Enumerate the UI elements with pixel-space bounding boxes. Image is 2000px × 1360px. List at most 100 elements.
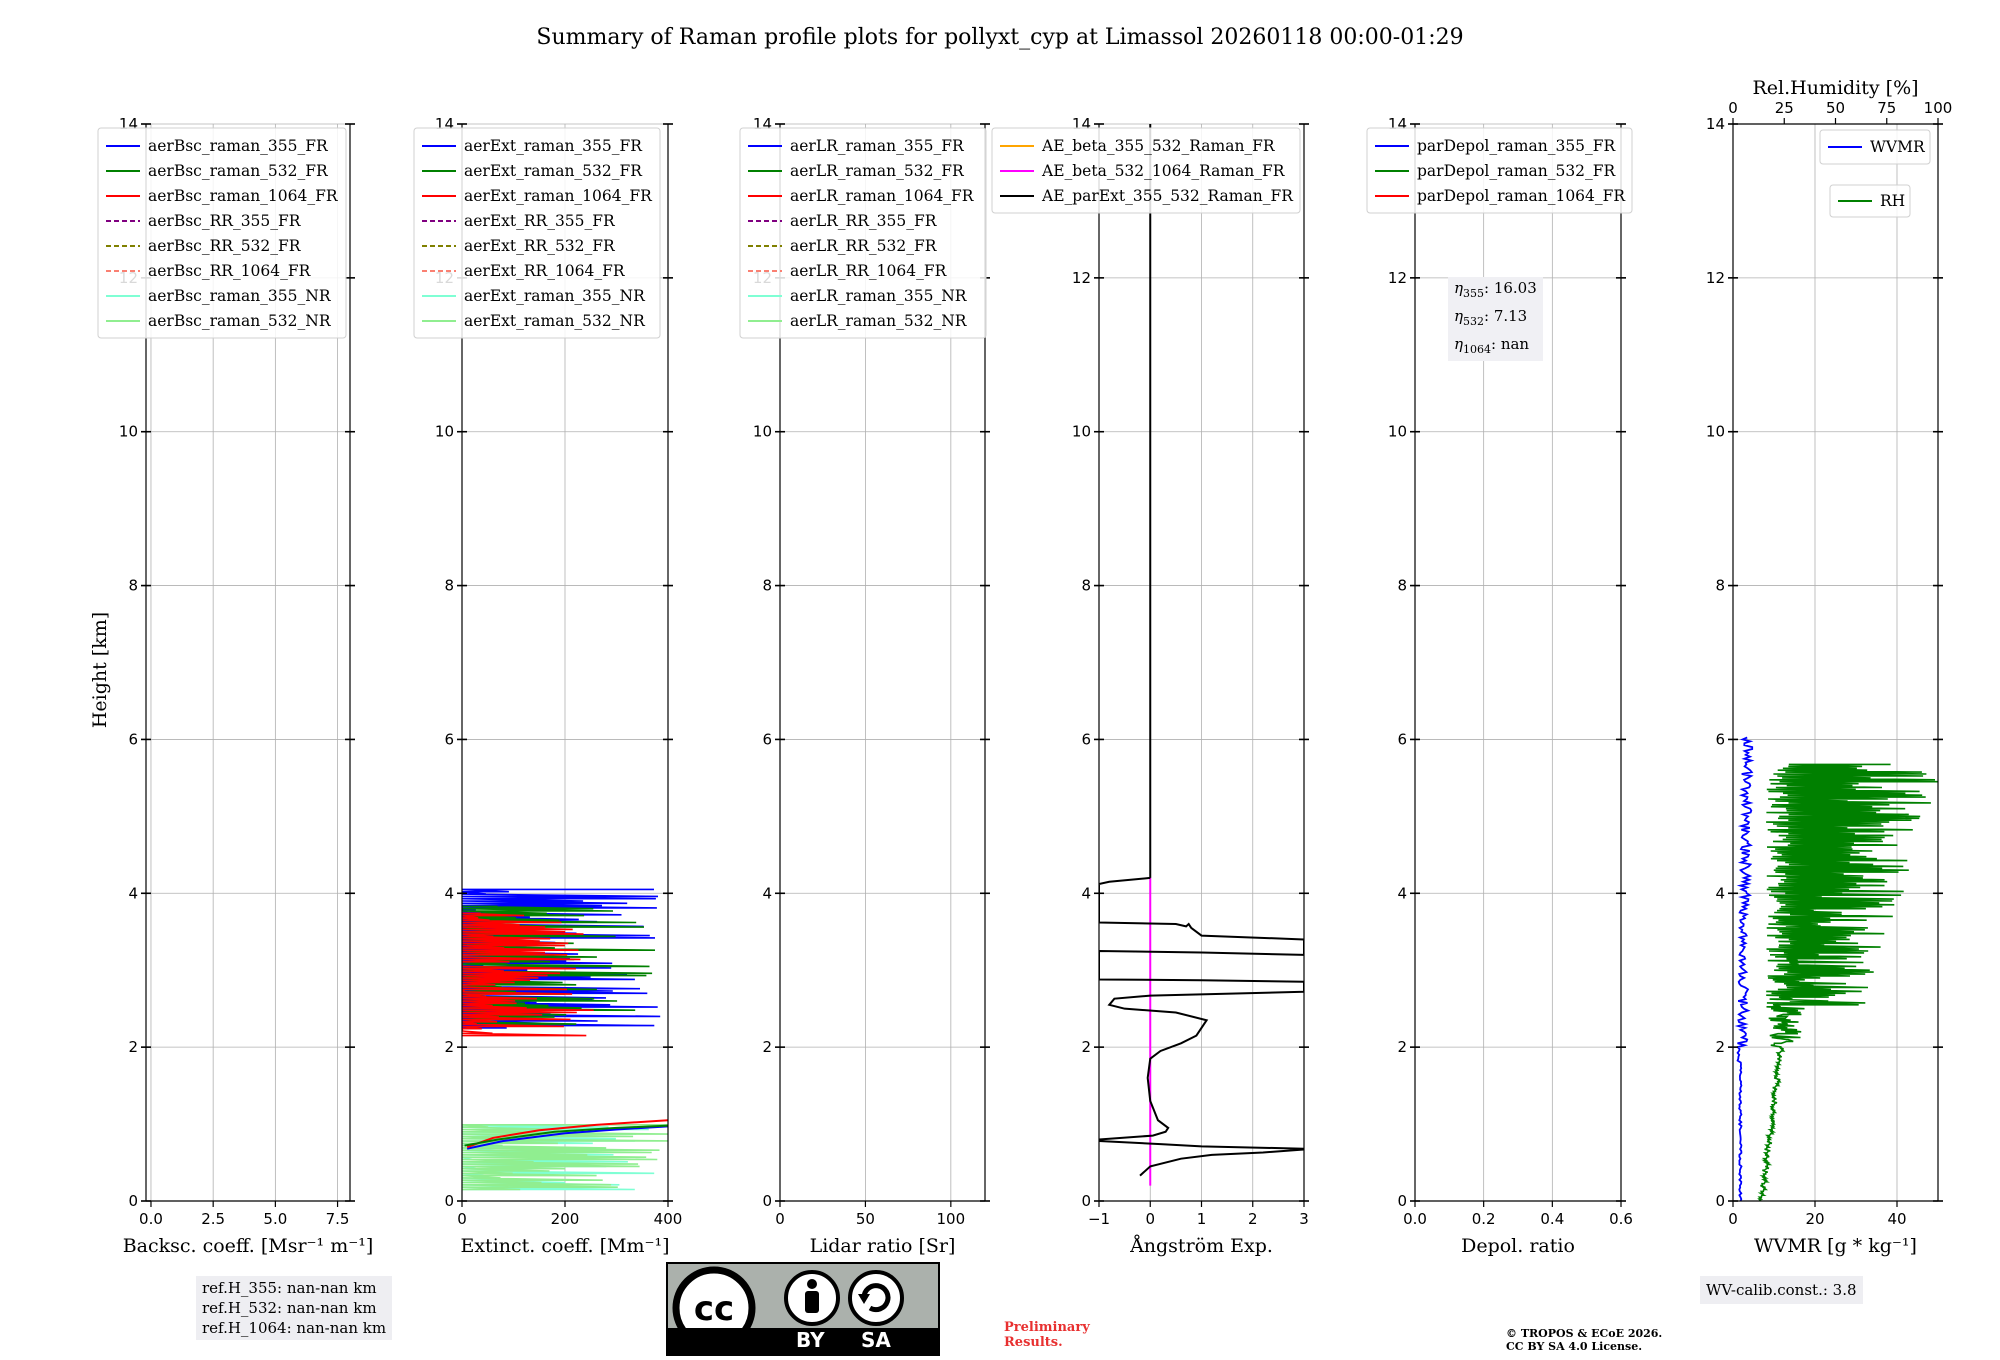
- y-tick-label: 4: [128, 884, 138, 902]
- legend-label: aerBsc_raman_1064_FR: [148, 187, 339, 205]
- y-tick-label: 4: [1397, 884, 1407, 902]
- panel-ext: 024681012140200400Extinct. coeff. [Mm⁻¹]…: [413, 115, 683, 1257]
- y-tick-label: 6: [128, 730, 138, 748]
- x-tick-label: 2: [1248, 1210, 1258, 1228]
- x-tick-label: 0.2: [1472, 1210, 1496, 1228]
- legend-label: aerLR_raman_355_FR: [790, 137, 965, 155]
- top-x-tick-label: 75: [1877, 99, 1896, 117]
- cc-logo-icon: cc: [672, 1266, 904, 1328]
- legend-label: aerBsc_RR_532_FR: [148, 237, 302, 255]
- y-tick-label: 6: [1715, 730, 1725, 748]
- y-tick-label: 4: [444, 884, 454, 902]
- x-tick-label: 5.0: [263, 1210, 287, 1228]
- x-tick-label: 100: [937, 1210, 966, 1228]
- x-axis-label: Backsc. coeff. [Msr⁻¹ m⁻¹]: [123, 1235, 374, 1257]
- reference-height-box: ref.H_355: nan-nan km ref.H_532: nan-nan…: [196, 1276, 393, 1340]
- ref-height-532: ref.H_532: nan-nan km: [202, 1299, 377, 1317]
- x-tick-label: 0.6: [1609, 1210, 1633, 1228]
- legend-box: [739, 127, 987, 339]
- legend-label: aerLR_raman_532_NR: [790, 312, 968, 330]
- y-tick-label: 0: [762, 1192, 772, 1210]
- y-tick-label: 6: [1081, 730, 1091, 748]
- x-axis-label: Extinct. coeff. [Mm⁻¹]: [460, 1235, 669, 1257]
- x-tick-label: 0: [457, 1210, 467, 1228]
- cc-badge-bar: [668, 1328, 938, 1354]
- y-tick-label: 6: [762, 730, 772, 748]
- legend-label: aerBsc_raman_532_NR: [148, 312, 332, 330]
- ref-height-1064: ref.H_1064: nan-nan km: [202, 1319, 387, 1337]
- series-aerExt_raman_532_NR: [462, 1124, 668, 1191]
- y-tick-label: 0: [1397, 1192, 1407, 1210]
- x-tick-label: 3: [1299, 1210, 1309, 1228]
- y-tick-label: 12: [1388, 269, 1407, 287]
- y-tick-label: 8: [762, 577, 772, 595]
- x-tick-label: 400: [654, 1210, 683, 1228]
- legend-label: aerLR_raman_532_FR: [790, 162, 965, 180]
- legend: aerBsc_raman_355_FR aerBsc_raman_532_FRae…: [97, 127, 347, 339]
- top-x-tick-label: 100: [1924, 99, 1953, 117]
- eta-1064: η1064: nan: [1454, 335, 1530, 356]
- cc-by-sa-badge: cc BY SA: [666, 1262, 940, 1356]
- y-tick-label: 2: [762, 1038, 772, 1056]
- figure-title: Summary of Raman profile plots for polly…: [536, 25, 1463, 50]
- y-tick-label: 8: [1715, 577, 1725, 595]
- legend-label: aerLR_RR_355_FR: [790, 212, 938, 230]
- y-tick-label: 2: [1397, 1038, 1407, 1056]
- y-tick-label: 10: [1072, 423, 1091, 441]
- x-tick-label: 0.4: [1540, 1210, 1564, 1228]
- legend-label: aerExt_raman_355_FR: [464, 137, 643, 155]
- legend-label: aerExt_RR_355_FR: [464, 212, 616, 230]
- y-tick-label: 10: [1706, 423, 1725, 441]
- legend-RH: RH: [1829, 184, 1911, 218]
- x-axis-label: Lidar ratio [Sr]: [810, 1235, 956, 1257]
- y-tick-label: 4: [762, 884, 772, 902]
- series-group: [1099, 124, 1304, 1186]
- legend-label: parDepol_raman_1064_FR: [1417, 187, 1626, 205]
- x-tick-label: 40: [1887, 1210, 1906, 1228]
- legend-label: aerExt_RR_1064_FR: [464, 262, 626, 280]
- legend: aerLR_raman_355_FR aerLR_raman_532_FR aerL…: [739, 127, 987, 339]
- x-tick-label: 50: [856, 1210, 875, 1228]
- eta-532: η532: 7.13: [1454, 307, 1528, 328]
- cc-by-label: BY: [796, 1328, 825, 1352]
- legend-label: AE_beta_532_1064_Raman_FR: [1041, 162, 1286, 180]
- x-tick-label: 2.5: [201, 1210, 225, 1228]
- legend-label: AE_beta_355_532_Raman_FR: [1041, 137, 1276, 155]
- svg-text:cc: cc: [694, 1289, 734, 1328]
- y-tick-label: 8: [128, 577, 138, 595]
- series-RH: [1757, 763, 1938, 1201]
- y-axis-label: Height [km]: [89, 612, 111, 728]
- y-tick-label: 10: [753, 423, 772, 441]
- legend-box: [97, 127, 347, 339]
- legend-label: aerExt_RR_532_FR: [464, 237, 616, 255]
- legend-label: aerExt_raman_355_NR: [464, 287, 646, 305]
- x-tick-label: 200: [551, 1210, 580, 1228]
- x-tick-label: 0.0: [139, 1210, 163, 1228]
- y-tick-label: 0: [1081, 1192, 1091, 1210]
- legend-label: parDepol_raman_355_FR: [1417, 137, 1617, 155]
- y-tick-label: 8: [444, 577, 454, 595]
- x-tick-label: 0: [1728, 1210, 1738, 1228]
- legend-label: parDepol_raman_532_FR: [1417, 162, 1617, 180]
- y-tick-label: 10: [435, 423, 454, 441]
- legend-label: aerBsc_raman_355_FR: [148, 137, 329, 155]
- series-aerExt_raman_532_FR_low: [464, 1124, 668, 1147]
- series-aerExt_raman_355_FR_low: [466, 1125, 668, 1150]
- y-tick-label: 10: [1388, 423, 1407, 441]
- y-tick-label: 2: [1715, 1038, 1725, 1056]
- panel-lr: 02468101214050100Lidar ratio [Sr]aerLR_r…: [739, 115, 990, 1257]
- legend-label: aerExt_raman_1064_FR: [464, 187, 653, 205]
- copyright-note: © TROPOS & ECoE 2026. CC BY SA 4.0 Licen…: [1506, 1327, 1663, 1353]
- legend-label: aerBsc_RR_355_FR: [148, 212, 302, 230]
- cc-sa-label: SA: [861, 1328, 891, 1352]
- y-tick-label: 4: [1715, 884, 1725, 902]
- legend: aerExt_raman_355_FR aerExt_raman_532_FRae…: [413, 127, 661, 339]
- series-aerExt_raman_1064_FR: [462, 912, 594, 1037]
- legend-label: aerBsc_raman_355_NR: [148, 287, 332, 305]
- x-tick-label: 20: [1805, 1210, 1824, 1228]
